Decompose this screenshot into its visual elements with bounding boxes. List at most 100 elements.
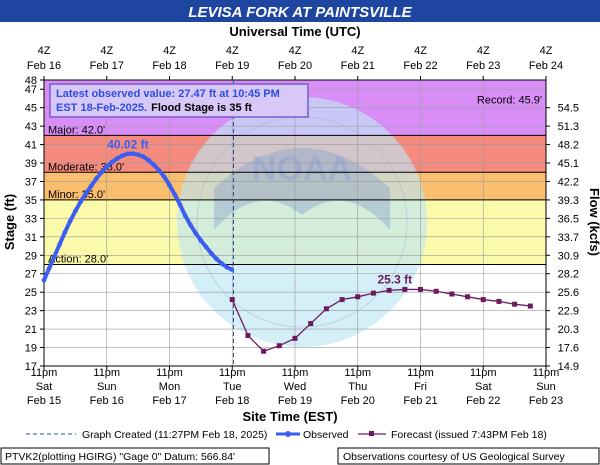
observed-point bbox=[78, 199, 83, 205]
top-tick-date: Feb 24 bbox=[529, 60, 563, 72]
y-tick-label: 23 bbox=[25, 306, 37, 318]
observed-point bbox=[172, 192, 178, 197]
forecast-point bbox=[449, 291, 455, 297]
top-tick-time: 4Z bbox=[351, 45, 364, 57]
forecast-point bbox=[386, 287, 392, 293]
forecast-point bbox=[308, 321, 314, 327]
bottom-tick-date: Feb 19 bbox=[278, 395, 312, 407]
bottom-tick-date: Feb 17 bbox=[152, 395, 186, 407]
bottom-tick-day: Mon bbox=[159, 381, 180, 393]
bottom-tick-date: Feb 21 bbox=[403, 395, 437, 407]
top-tick-time: 4Z bbox=[226, 45, 239, 57]
top-tick-time: 4Z bbox=[477, 45, 490, 57]
observed-point bbox=[146, 157, 152, 163]
bottom-tick-time: 11pm bbox=[219, 367, 246, 379]
top-tick-date: Feb 19 bbox=[215, 60, 249, 72]
observed-point bbox=[156, 168, 162, 173]
top-tick-time: 4Z bbox=[100, 45, 113, 57]
forecast-point bbox=[402, 286, 408, 292]
y2-tick-label: 30.9 bbox=[558, 250, 579, 262]
y-tick-label: 45 bbox=[25, 103, 37, 115]
observed-point bbox=[187, 222, 193, 228]
y2-tick-label: 14.9 bbox=[558, 361, 579, 373]
bottom-tick-time: 11pm bbox=[282, 367, 309, 379]
observed-point bbox=[219, 261, 225, 266]
chart-title: LEVISA FORK AT PAINTSVILLE bbox=[188, 4, 412, 21]
y2-tick-label: 22.9 bbox=[558, 306, 579, 318]
info-box-line1: Latest observed value: 27.47 ft at 10:45… bbox=[56, 88, 280, 100]
bottom-tick-day: Tue bbox=[223, 381, 242, 393]
bottom-tick-time: 11pm bbox=[470, 367, 497, 379]
bottom-tick-day: Sat bbox=[475, 381, 492, 393]
forecast-point bbox=[527, 303, 533, 309]
footer-right-box bbox=[337, 447, 600, 465]
bottom-tick-time: 11pm bbox=[533, 367, 560, 379]
footer-right: Observations courtesy of US Geological S… bbox=[343, 451, 566, 463]
y-tick-label: 25 bbox=[25, 287, 37, 299]
watermark-text: NOAA bbox=[252, 150, 352, 188]
bottom-tick-date: Feb 23 bbox=[529, 395, 563, 407]
threshold-label: Minor: 35.0' bbox=[48, 189, 105, 201]
observed-point bbox=[104, 164, 110, 170]
x-axis-label: Site Time (EST) bbox=[242, 409, 337, 424]
observed-point bbox=[151, 162, 157, 168]
top-tick-date: Feb 21 bbox=[341, 60, 375, 72]
forecast-point bbox=[323, 306, 329, 312]
y2-tick-label: 45.1 bbox=[558, 158, 579, 170]
top-tick-date: Feb 23 bbox=[466, 60, 500, 72]
observed-point bbox=[193, 230, 199, 236]
bottom-tick-date: Feb 20 bbox=[341, 395, 375, 407]
forecast-point bbox=[261, 348, 267, 354]
top-tick-time: 4Z bbox=[38, 45, 51, 57]
bottom-tick-date: Feb 15 bbox=[27, 395, 61, 407]
observed-point bbox=[52, 253, 57, 259]
observed-peak-label: 40.02 ft bbox=[107, 138, 148, 152]
y2-tick-label: 54.5 bbox=[558, 103, 579, 115]
observed-point bbox=[93, 176, 99, 182]
top-tick-date: Feb 20 bbox=[278, 60, 312, 72]
forecast-point bbox=[418, 286, 423, 292]
forecast-point bbox=[276, 343, 282, 349]
forecast-point bbox=[512, 301, 518, 307]
observed-point bbox=[83, 191, 89, 196]
footer-left-box bbox=[0, 447, 270, 465]
legend: Graph Created (11:27PM Feb 18, 2025) Obs… bbox=[26, 429, 547, 441]
top-tick-date: Feb 16 bbox=[27, 60, 61, 72]
info-box-line2: EST 18-Feb-2025. Flood Stage is 35 ft bbox=[56, 102, 252, 114]
forecast-point bbox=[370, 290, 376, 296]
bottom-tick-time: 11pm bbox=[344, 367, 371, 379]
legend-graph-created: Graph Created (11:27PM Feb 18, 2025) bbox=[82, 429, 267, 441]
y-tick-label: 35 bbox=[25, 195, 37, 207]
observed-point bbox=[125, 151, 131, 157]
forecast-point bbox=[355, 294, 361, 300]
y-tick-label: 48 bbox=[25, 75, 37, 87]
info-box-flood-stage: Flood Stage is 35 ft bbox=[151, 102, 252, 114]
y-tick-label: 37 bbox=[25, 176, 37, 188]
observed-point bbox=[67, 218, 73, 224]
observed-point bbox=[109, 159, 115, 165]
top-tick-date: Feb 17 bbox=[90, 60, 124, 72]
forecast-line bbox=[231, 288, 531, 352]
top-tick-date: Feb 22 bbox=[403, 60, 437, 72]
forecast-point bbox=[433, 288, 439, 294]
observed-point bbox=[99, 169, 104, 175]
observed-point bbox=[114, 156, 120, 161]
observed-point bbox=[161, 174, 167, 180]
y-tick-label: 21 bbox=[25, 324, 37, 336]
observed-point bbox=[135, 152, 141, 158]
y2-tick-label: 51.3 bbox=[558, 121, 579, 133]
forecast-point bbox=[465, 294, 471, 300]
y2-tick-label: 36.5 bbox=[558, 213, 579, 225]
legend-observed: Observed bbox=[303, 429, 349, 441]
observed-point bbox=[72, 208, 78, 214]
forecast-point bbox=[292, 335, 298, 341]
bottom-tick-day: Sun bbox=[97, 381, 117, 393]
y-tick-label: 31 bbox=[25, 232, 37, 244]
observed-point bbox=[62, 229, 68, 235]
observed-point bbox=[182, 213, 188, 219]
observed-point bbox=[140, 154, 146, 159]
forecast-point bbox=[339, 297, 345, 303]
observed-point bbox=[41, 277, 47, 283]
threshold-label: Major: 42.0' bbox=[48, 124, 105, 136]
bottom-tick-day: Sun bbox=[536, 381, 556, 393]
